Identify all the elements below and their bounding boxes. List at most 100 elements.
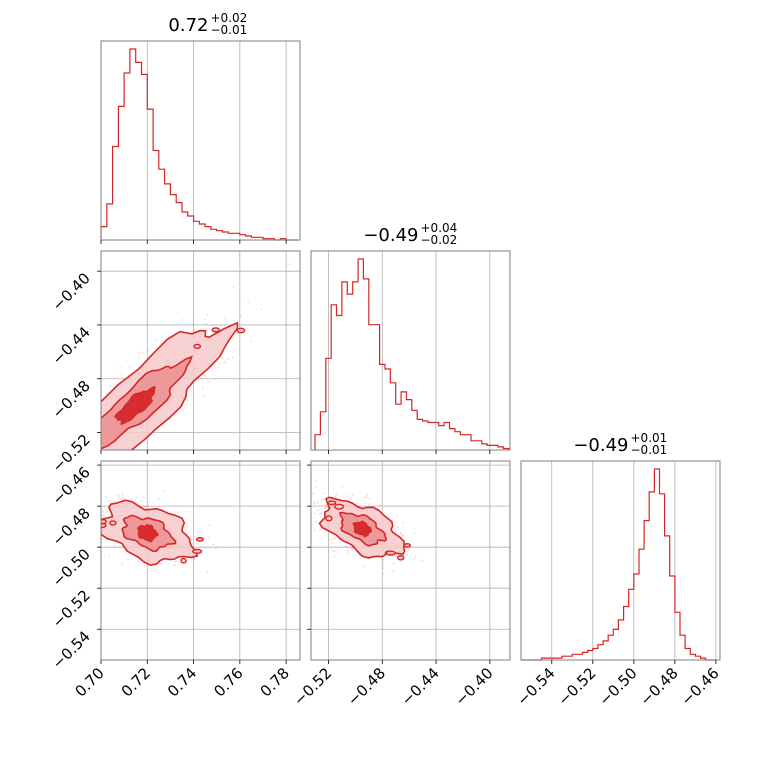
sample-point (48, 478, 50, 480)
sample-point (129, 558, 132, 561)
sample-point (400, 531, 403, 534)
sample-point (39, 475, 41, 477)
sample-point (382, 562, 385, 564)
sample-point (85, 453, 87, 455)
sample-point (175, 560, 178, 562)
contour-island (334, 503, 345, 510)
sample-point (206, 313, 208, 316)
sample-point (128, 456, 130, 458)
x-tick-label: 0.74 (164, 664, 200, 700)
contour-island (44, 487, 49, 492)
x-tick-label: −0.48 (344, 664, 389, 709)
sample-point (166, 510, 169, 512)
sample-point (87, 425, 89, 427)
sample-point (338, 541, 341, 544)
sample-point (221, 357, 224, 360)
y-tick-label: −0.52 (49, 431, 94, 476)
sample-point (30, 481, 32, 483)
sample-point (186, 399, 189, 402)
sample-point (38, 490, 40, 492)
sample-point (349, 498, 352, 500)
sample-point (80, 405, 82, 407)
sample-point (172, 564, 175, 567)
sample-point (196, 527, 198, 530)
contour-island (42, 480, 50, 483)
sample-point (94, 511, 96, 513)
sample-point (158, 497, 160, 500)
sample-point (108, 500, 111, 502)
sample-point (94, 425, 96, 427)
sample-point (122, 495, 124, 498)
sample-point (99, 457, 101, 459)
sample-point (93, 464, 95, 466)
sample-point (121, 563, 124, 566)
contour-island (193, 343, 202, 350)
sample-point (120, 545, 123, 547)
sample-point (206, 570, 209, 573)
sample-point (105, 496, 107, 499)
sample-point (97, 467, 99, 469)
sample-point (147, 349, 150, 352)
sample-point (92, 386, 94, 388)
sample-point (208, 328, 211, 330)
panel-frame (520, 460, 721, 661)
sample-point (232, 286, 235, 289)
histogram-step-line (100, 48, 298, 241)
sample-point (137, 560, 140, 563)
sample-point (105, 392, 108, 395)
sample-point (315, 520, 317, 523)
y-tick-label: −0.54 (49, 627, 94, 672)
sample-point (392, 570, 394, 573)
sample-point (178, 561, 181, 564)
x-tick-label: 0.78 (257, 664, 293, 700)
sample-point (147, 505, 150, 507)
y-tick-label: −0.40 (49, 269, 94, 314)
sample-point (173, 560, 176, 563)
sample-point (136, 496, 139, 499)
panel-frame (100, 460, 301, 661)
sample-point (203, 375, 206, 378)
sample-point (60, 441, 62, 443)
sample-point (89, 533, 91, 535)
x-tick-label: −0.40 (451, 664, 496, 709)
y-tick-label: −0.48 (49, 377, 94, 422)
sample-point (250, 340, 252, 343)
sample-point (117, 495, 120, 498)
contour-island (385, 550, 396, 556)
sample-point (338, 538, 341, 541)
sample-point (395, 555, 397, 558)
sample-point (287, 263, 290, 265)
x-tick-label: −0.54 (513, 664, 558, 709)
contour-island (327, 500, 337, 506)
contour-island (195, 537, 204, 542)
sample-point (395, 553, 398, 556)
sample-point (119, 366, 121, 369)
sample-point (212, 543, 215, 546)
sample-point (145, 505, 147, 508)
title-lower-error: −0.02 (421, 233, 458, 247)
sample-point (163, 490, 166, 492)
sample-point (335, 496, 337, 499)
title-upper-error: +0.02 (211, 11, 248, 25)
sample-point (63, 431, 65, 433)
sample-point (385, 505, 388, 507)
sample-point (314, 480, 317, 482)
contour-island (211, 327, 220, 333)
sample-point (116, 462, 118, 464)
sample-point (195, 542, 198, 545)
sample-point (167, 563, 170, 565)
sample-point (207, 380, 210, 383)
sample-point (97, 512, 99, 514)
sample-point (190, 557, 193, 560)
sample-point (0, 469, 1, 471)
sample-point (117, 494, 119, 497)
contour-island (101, 518, 108, 525)
panel-frame (100, 250, 301, 451)
sample-point (77, 427, 79, 429)
sample-point (187, 525, 190, 528)
sample-point (102, 510, 105, 513)
sample-point (325, 506, 328, 509)
title-value: −0.49 (363, 225, 418, 246)
sample-point (97, 452, 99, 454)
title-value: 0.72 (168, 15, 208, 36)
